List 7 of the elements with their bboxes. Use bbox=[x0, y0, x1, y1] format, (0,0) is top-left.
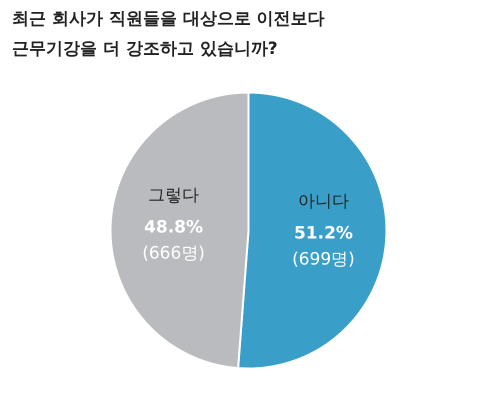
text: (699명) bbox=[292, 249, 355, 270]
slice-label: 아니다 bbox=[298, 191, 349, 212]
data-label: 48.8% bbox=[144, 218, 204, 238]
chart-title: 최근 회사가 직원들을 대상으로 이전보다 근무기강을 더 강조하고 있습니까? bbox=[12, 9, 325, 59]
data-label: 51.2% bbox=[294, 223, 353, 244]
slice-label: 그렇다 bbox=[148, 186, 200, 206]
text: (666명) bbox=[142, 244, 205, 264]
